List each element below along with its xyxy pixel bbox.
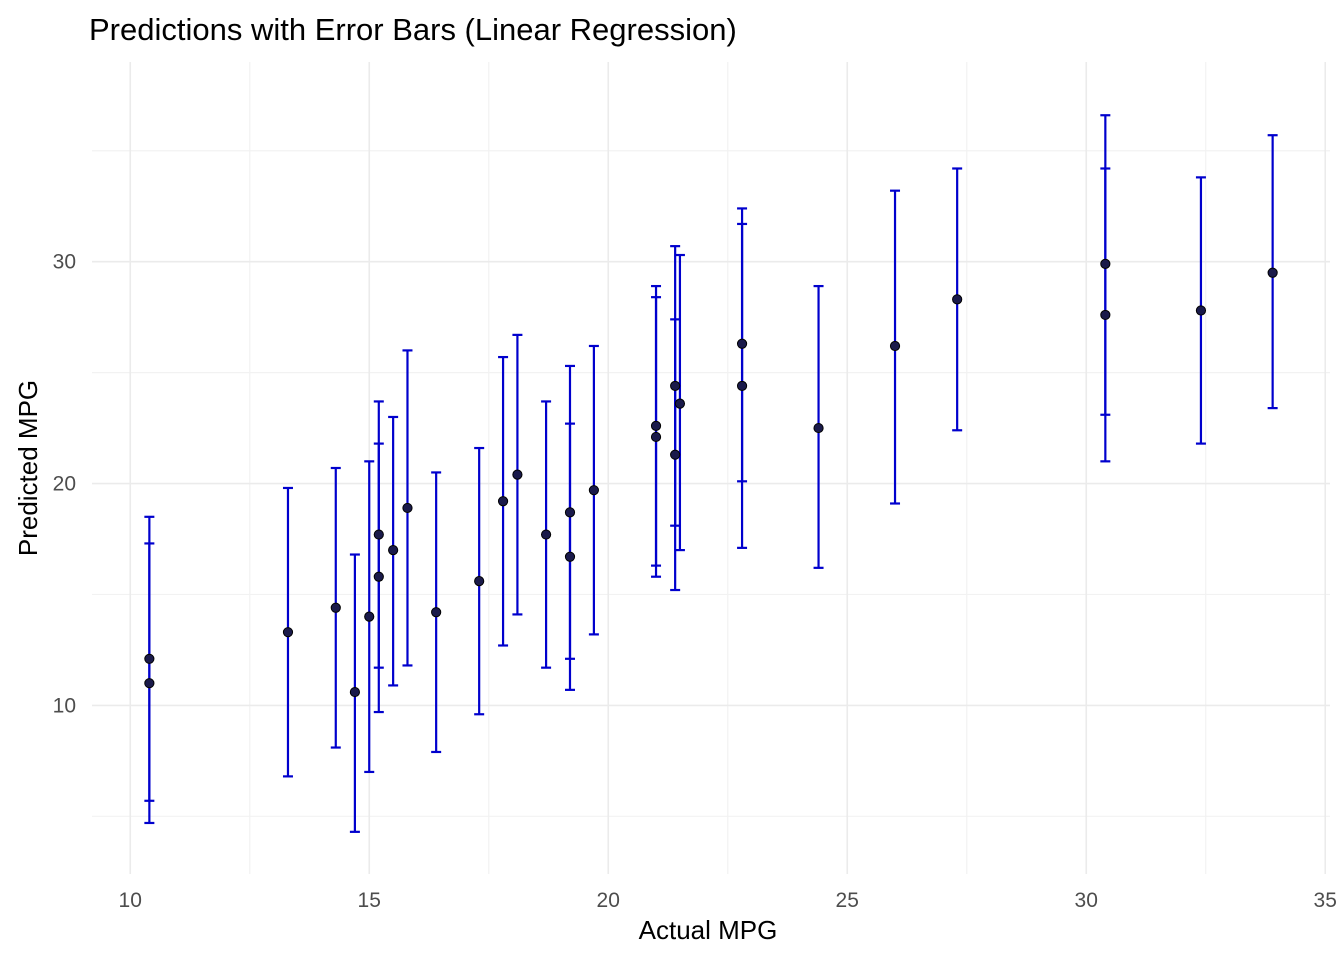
data-point <box>670 449 681 460</box>
error-bars <box>144 114 1278 833</box>
data-point <box>588 485 599 496</box>
y-axis-title: Predicted MPG <box>13 380 43 556</box>
y-tick-label: 20 <box>53 473 76 496</box>
data-point <box>474 576 485 587</box>
data-points <box>144 258 1278 698</box>
data-point <box>650 420 662 431</box>
data-point <box>144 653 155 664</box>
data-point <box>1100 309 1111 321</box>
grid <box>92 62 1330 874</box>
data-point <box>1267 267 1278 278</box>
data-point <box>144 678 155 689</box>
x-axis-ticks: 10 15 20 25 30 35 <box>119 889 1337 912</box>
data-point <box>889 340 901 352</box>
data-point <box>564 551 576 562</box>
data-point <box>364 611 375 622</box>
data-point <box>388 544 399 556</box>
y-tick-label: 10 <box>53 694 76 717</box>
data-point <box>813 422 824 434</box>
x-axis-title: Actual MPG <box>639 915 778 945</box>
data-point <box>736 338 748 349</box>
data-point <box>512 469 523 480</box>
y-tick-label: 30 <box>53 251 76 274</box>
data-point <box>431 607 442 618</box>
data-point <box>282 627 294 638</box>
data-point <box>497 496 509 507</box>
data-point <box>540 529 552 540</box>
data-point <box>373 529 384 540</box>
x-tick-label: 30 <box>1075 889 1098 912</box>
data-point <box>373 571 384 582</box>
data-point <box>674 398 686 409</box>
data-point <box>349 686 360 698</box>
chart-title: Predictions with Error Bars (Linear Regr… <box>89 12 737 47</box>
y-axis-ticks: 10 20 30 <box>53 251 76 718</box>
data-point <box>670 380 681 392</box>
data-point <box>736 380 748 392</box>
data-point <box>952 294 963 305</box>
data-point <box>402 502 413 514</box>
x-tick-label: 10 <box>119 889 142 912</box>
data-point <box>650 431 662 443</box>
data-point <box>330 602 341 613</box>
data-point <box>1195 305 1207 316</box>
x-tick-label: 25 <box>836 889 859 912</box>
x-tick-label: 15 <box>358 889 381 912</box>
data-point <box>564 507 576 518</box>
x-tick-label: 35 <box>1314 889 1337 912</box>
data-point <box>1100 258 1111 269</box>
x-tick-label: 20 <box>597 889 620 912</box>
